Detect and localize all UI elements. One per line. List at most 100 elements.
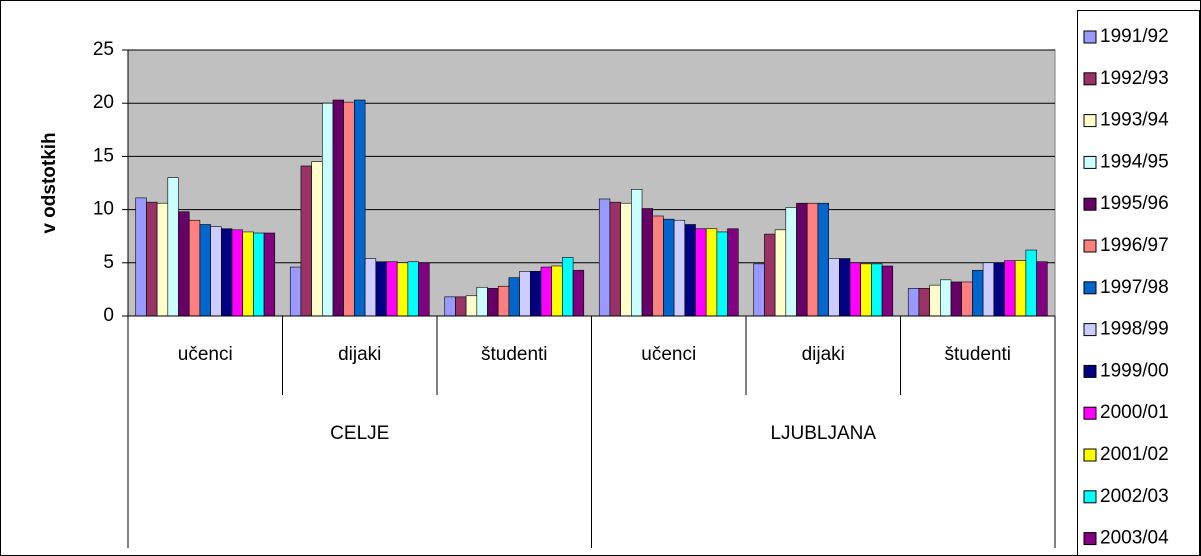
bar [444,296,456,317]
bar [838,258,851,317]
bar [519,271,531,317]
y-tick-label: 25 [93,39,114,60]
y-tick-label: 0 [103,305,114,326]
legend-label: 2003/04 [1100,528,1169,549]
bar [354,99,366,317]
legend-swatch [1083,532,1097,546]
bar [673,219,686,317]
legend-swatch [1083,490,1097,504]
legend-label: 1993/94 [1100,110,1169,131]
legend-swatch [1083,30,1097,44]
bar [1014,260,1027,317]
group-label: LJUBLJANA [770,423,876,444]
bar [972,269,984,317]
bar [231,229,243,317]
bar [178,211,190,317]
bar [663,218,675,317]
bar [289,266,302,317]
bar [620,202,632,317]
bar [332,99,345,317]
bar [764,233,776,317]
legend-swatch [1083,114,1097,128]
x-tick-label: dijaki [802,344,845,365]
bar [684,224,696,317]
y-axis-label: v odstotkih [39,132,60,233]
bar [1036,261,1048,317]
bar [860,263,872,317]
bar [529,271,542,317]
legend-label: 1991/92 [1100,26,1169,47]
y-tick-label: 10 [93,199,114,220]
legend-swatch [1083,281,1097,295]
y-tick-label: 5 [103,252,114,273]
x-tick-label: učenci [641,344,696,365]
x-tick-label: učenci [178,344,233,365]
bar [572,269,585,317]
y-tick-label: 15 [93,145,114,166]
bar [465,295,478,317]
bar [220,228,233,317]
bar [364,258,377,317]
bar [508,277,520,317]
bar [1004,260,1016,317]
legend-swatch [1083,155,1097,169]
bar [386,261,398,317]
bar [871,263,883,317]
bar [774,229,787,317]
bar [167,177,179,317]
bar [343,101,355,317]
bar [631,189,643,317]
legend-swatch [1083,72,1097,86]
bar [695,228,707,317]
bar [253,232,265,317]
x-tick-label: dijaki [338,344,381,365]
bar [476,286,488,317]
bar [188,219,201,317]
bar [300,165,312,317]
bar [918,288,930,317]
legend-swatch [1083,197,1097,211]
bar [716,231,728,317]
legend-box [1077,10,1200,556]
x-tick-label: študenti [481,344,548,365]
bar [705,228,718,317]
bar [961,281,973,317]
bar [156,202,169,317]
legend-label: 2002/03 [1100,486,1169,507]
bar [598,198,611,317]
legend-label: 1997/98 [1100,277,1169,298]
legend-swatch [1083,239,1097,253]
y-tick-label: 20 [93,92,114,113]
bar [929,284,941,317]
bar [881,265,894,317]
legend-label: 1994/95 [1100,151,1169,172]
legend-label: 2001/02 [1100,444,1169,465]
bar [199,224,211,317]
bar [497,285,510,317]
bar [322,102,334,317]
legend-label: 1998/99 [1100,319,1169,340]
bar [907,288,920,317]
bar [263,232,276,317]
legend-label: 2000/01 [1100,402,1169,423]
group-label: CELJE [330,423,389,444]
legend-swatch [1083,323,1097,337]
bar [796,202,808,317]
bar [982,262,995,317]
bar [940,279,952,317]
bar [210,226,222,317]
legend-swatch [1083,406,1097,420]
bar [487,288,499,317]
bar [950,281,963,317]
bar [407,261,419,317]
legend-label: 1995/96 [1100,193,1169,214]
bar [375,261,387,317]
bar [652,215,664,317]
bar [785,207,797,317]
bar [455,296,467,317]
bar [849,262,861,317]
bar [418,262,430,317]
bar [562,257,574,317]
bar [540,266,552,317]
